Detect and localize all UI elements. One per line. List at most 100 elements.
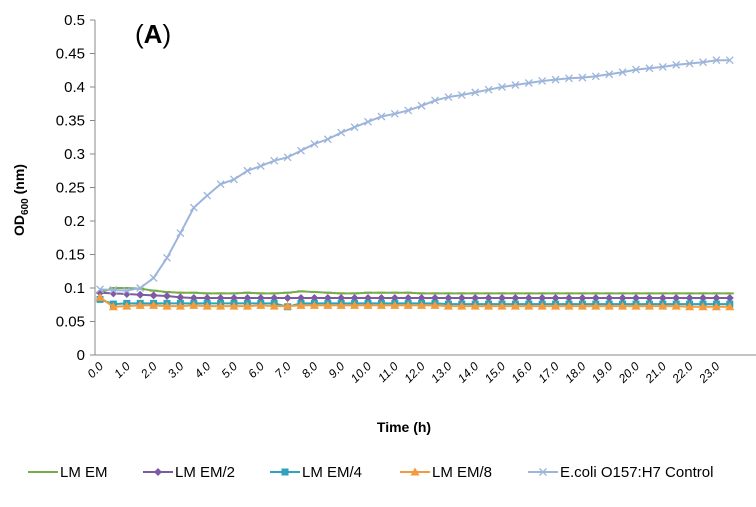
x-tick-label: 21.0 xyxy=(642,359,669,386)
x-tick-label: 4.0 xyxy=(192,359,214,381)
data-point xyxy=(457,301,467,310)
data-point xyxy=(203,191,212,200)
data-point xyxy=(551,75,560,84)
data-point xyxy=(216,301,226,310)
data-point xyxy=(109,286,118,294)
data-point xyxy=(725,294,734,303)
data-point xyxy=(578,73,587,82)
data-point xyxy=(162,301,172,310)
data-point xyxy=(511,81,520,89)
data-point xyxy=(135,300,145,309)
series-1 xyxy=(96,288,734,303)
x-tick-label: 9.0 xyxy=(326,359,348,381)
data-point xyxy=(243,166,252,175)
data-point xyxy=(470,301,480,310)
data-point xyxy=(685,302,695,311)
x-tick-label: 1.0 xyxy=(111,359,133,381)
y-tick-label: 0 xyxy=(77,347,85,364)
data-point xyxy=(283,294,292,303)
x-tick-label: 18.0 xyxy=(562,359,589,386)
data-point xyxy=(725,56,734,65)
data-point xyxy=(511,294,520,303)
x-tick-label: 22.0 xyxy=(669,359,696,386)
data-point xyxy=(270,156,279,165)
data-point xyxy=(565,294,573,303)
data-point xyxy=(310,139,319,148)
data-point xyxy=(685,294,694,303)
data-point xyxy=(658,301,668,310)
legend-item: LM EM xyxy=(28,464,108,481)
data-point xyxy=(189,203,198,212)
x-tick-label: 16.0 xyxy=(509,359,536,386)
data-point xyxy=(309,300,319,309)
data-point xyxy=(175,301,185,310)
data-point xyxy=(283,153,292,162)
data-point xyxy=(350,123,359,132)
data-point xyxy=(578,294,587,303)
data-point xyxy=(498,83,506,91)
data-point xyxy=(296,300,306,309)
data-point xyxy=(283,301,293,310)
data-point xyxy=(122,301,132,310)
x-tick-label: 19.0 xyxy=(589,359,616,386)
legend-item: E.coli O157:H7 Control xyxy=(528,464,713,481)
data-point xyxy=(364,117,372,126)
data-point xyxy=(431,96,439,105)
x-tick-label: 23.0 xyxy=(695,359,722,386)
data-point xyxy=(524,294,533,303)
y-tick-label: 0.3 xyxy=(64,146,85,163)
data-point xyxy=(658,294,667,303)
x-tick-label: 5.0 xyxy=(218,359,240,381)
data-point xyxy=(363,300,373,309)
data-point xyxy=(96,285,104,294)
data-point xyxy=(337,128,346,137)
series-3 xyxy=(95,292,735,311)
data-point xyxy=(336,300,346,309)
data-point xyxy=(524,301,534,310)
data-point xyxy=(176,293,185,302)
y-tick-label: 0.15 xyxy=(56,247,85,264)
data-point xyxy=(108,302,118,311)
data-point xyxy=(149,273,158,282)
data-point xyxy=(699,294,707,303)
data-point xyxy=(685,59,694,68)
data-point xyxy=(537,301,547,310)
data-point xyxy=(698,302,708,311)
data-point xyxy=(417,300,427,309)
legend: LM EM LM EM/2 LM EM/4 LM EM/8 E.coli O157:H7… xyxy=(28,464,713,481)
data-point xyxy=(163,292,171,301)
y-tick-label: 0.4 xyxy=(64,79,85,96)
legend-marker xyxy=(539,468,547,476)
data-point xyxy=(644,301,654,310)
data-point xyxy=(136,290,145,299)
data-point xyxy=(604,301,614,310)
data-point xyxy=(632,65,640,74)
x-tick-label: 2.0 xyxy=(137,359,160,382)
data-point xyxy=(510,301,520,310)
y-tick-label: 0.25 xyxy=(56,180,85,197)
data-point xyxy=(256,300,266,309)
legend-label: E.coli O157:H7 Control xyxy=(560,464,713,481)
data-point xyxy=(430,300,440,309)
data-point xyxy=(484,85,493,94)
data-point xyxy=(163,253,171,262)
data-point xyxy=(711,302,721,311)
legend-item: LM EM/8 xyxy=(400,464,492,481)
data-point xyxy=(323,135,332,144)
series-line xyxy=(99,59,730,292)
data-point xyxy=(725,302,735,311)
data-point xyxy=(471,294,480,303)
data-point xyxy=(618,294,627,303)
data-point xyxy=(269,301,279,310)
data-point xyxy=(189,300,199,309)
data-point xyxy=(658,62,667,71)
legend-marker xyxy=(154,468,162,476)
data-point xyxy=(591,72,600,81)
data-point xyxy=(404,106,413,115)
data-point xyxy=(712,294,721,303)
x-tick-label: 6.0 xyxy=(245,359,267,381)
series-layer xyxy=(95,56,735,311)
data-point xyxy=(444,294,453,303)
data-point xyxy=(202,301,212,310)
data-point xyxy=(242,301,252,310)
